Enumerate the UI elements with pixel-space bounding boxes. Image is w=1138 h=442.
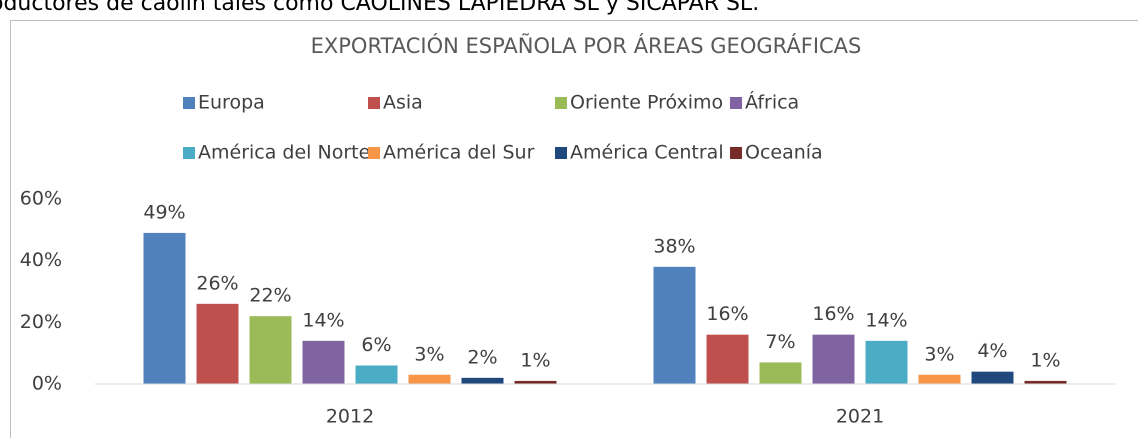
legend-swatch [368, 97, 380, 109]
value-label: 26% [196, 272, 238, 294]
legend-swatch [730, 97, 742, 109]
value-label: 1% [520, 349, 550, 371]
bar [250, 316, 292, 384]
legend-label: América del Sur [383, 142, 535, 164]
legend-swatch [730, 147, 742, 159]
legend-swatch [368, 147, 380, 159]
legend-label: América del Norte [198, 142, 370, 164]
x-tick-label: 2021 [836, 406, 884, 428]
y-tick-label: 40% [20, 249, 62, 271]
bar [409, 375, 451, 384]
x-tick-label: 2012 [326, 406, 374, 428]
y-tick-label: 0% [32, 373, 62, 395]
bar [919, 375, 961, 384]
legend-label: Asia [383, 92, 423, 114]
value-label: 16% [812, 303, 854, 325]
y-tick-label: 20% [20, 311, 62, 333]
value-label: 14% [865, 309, 907, 331]
value-label: 7% [765, 331, 795, 353]
legend-swatch [183, 147, 195, 159]
bar [303, 341, 345, 384]
value-label: 38% [653, 235, 695, 257]
value-label: 14% [302, 309, 344, 331]
legend-swatch [555, 147, 567, 159]
legend-label: África [745, 91, 799, 114]
bar [144, 233, 186, 384]
legend-label: América Central [570, 142, 724, 164]
bar [760, 362, 802, 384]
legend-swatch [183, 97, 195, 109]
value-label: 1% [1030, 349, 1060, 371]
y-tick-label: 60% [20, 188, 62, 210]
legend-label: Oceanía [745, 142, 823, 164]
value-label: 16% [706, 303, 748, 325]
chart-title: EXPORTACIÓN ESPAÑOLA POR ÁREAS GEOGRÁFIC… [311, 32, 862, 58]
bar [197, 304, 239, 384]
bar [866, 341, 908, 384]
value-label: 3% [924, 343, 954, 365]
legend-label: Oriente Próximo [570, 92, 723, 114]
context-text: oductores de caolín tales como CAOLINES … [0, 0, 759, 16]
legend-swatch [555, 97, 567, 109]
bar [356, 366, 398, 385]
bar [813, 335, 855, 384]
value-label: 6% [361, 334, 391, 356]
bar [707, 335, 749, 384]
legend-label: Europa [198, 92, 265, 114]
value-label: 4% [977, 340, 1007, 362]
bar [462, 378, 504, 384]
value-label: 2% [467, 346, 497, 368]
value-label: 22% [249, 285, 291, 307]
value-label: 3% [414, 343, 444, 365]
bar [654, 267, 696, 384]
bar [972, 372, 1014, 384]
value-label: 49% [143, 201, 185, 223]
